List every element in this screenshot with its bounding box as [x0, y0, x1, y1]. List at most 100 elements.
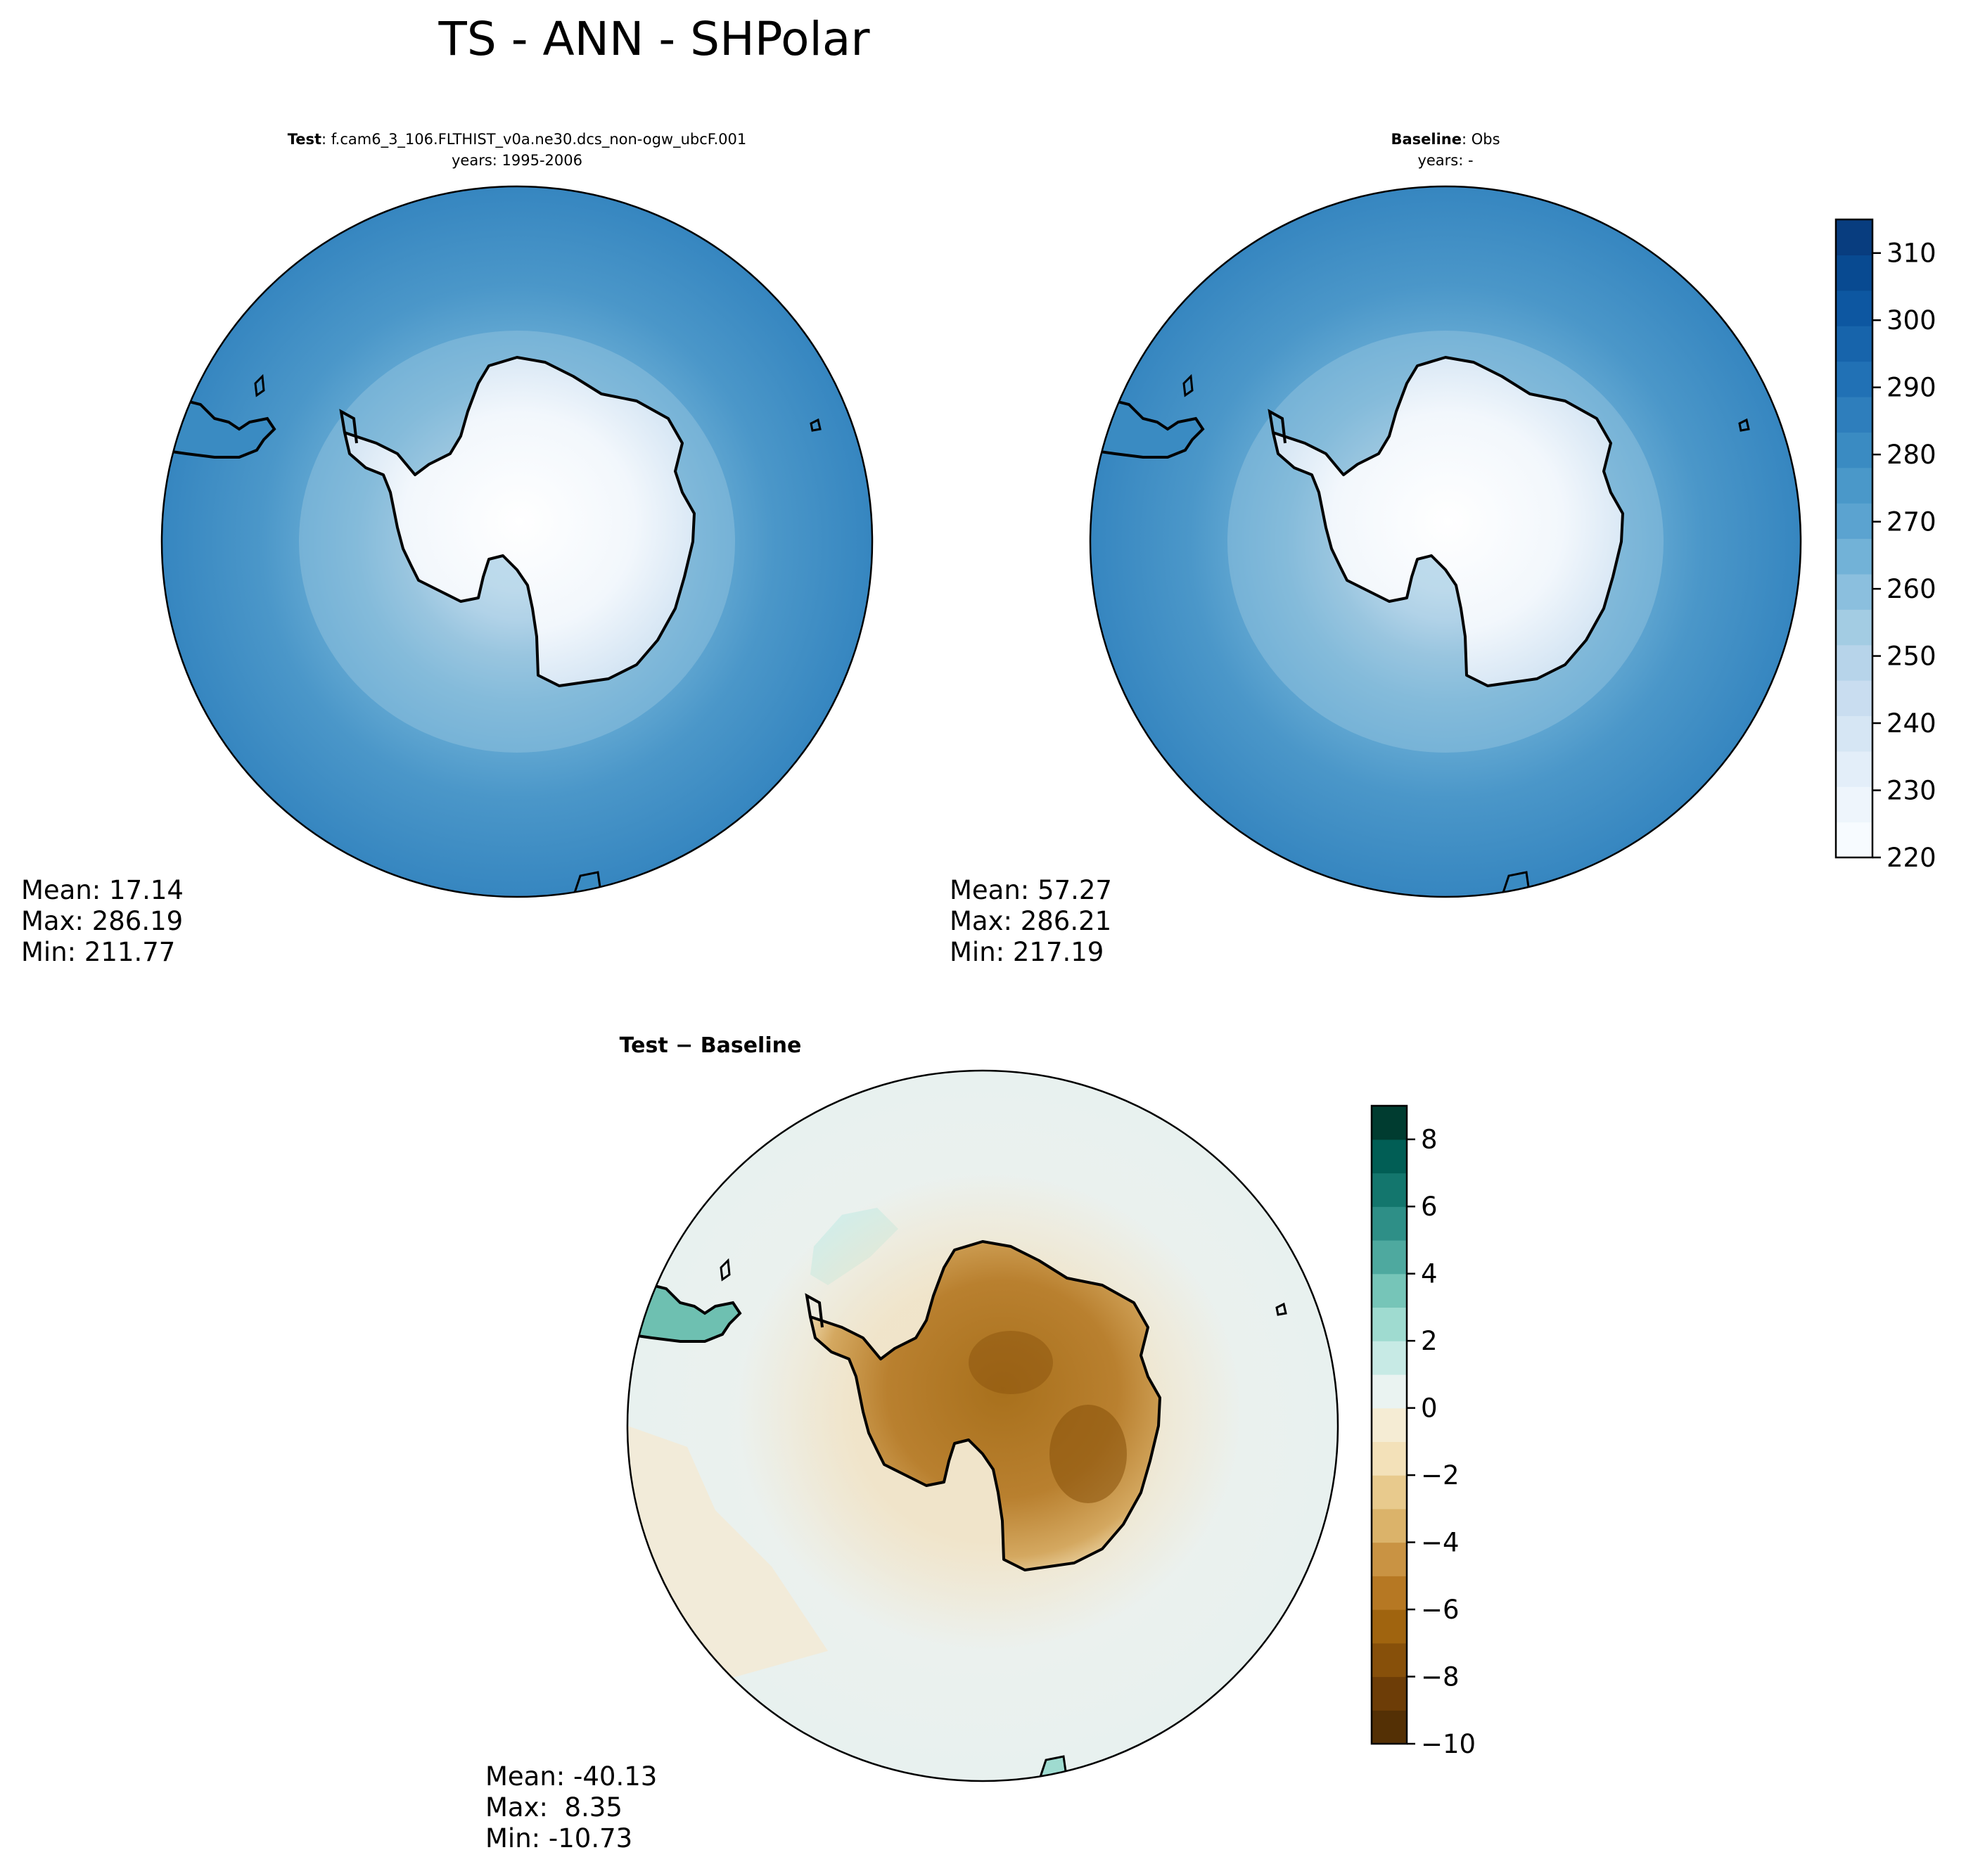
map-boundary — [160, 185, 874, 898]
colorbar-diff-band — [1372, 1642, 1407, 1678]
colorbar-main: 220 230 240 250 260 270 280 290 300 310 — [1834, 218, 1936, 873]
panel-test-mean: Mean: 17.14 — [21, 875, 184, 905]
colorbar-main-band — [1836, 219, 1872, 255]
panel-test-subtitle: years: 1995-2006 — [452, 152, 582, 169]
colorbar-main-band — [1836, 751, 1872, 787]
panel-diff-mean: Mean: -40.13 — [485, 1761, 657, 1792]
strong-cold-anomaly — [1049, 1405, 1127, 1503]
colorbar-diff-band — [1372, 1341, 1407, 1375]
map-boundary — [1089, 185, 1802, 898]
colorbar-main-tick-label: 230 — [1887, 776, 1936, 806]
island-east — [810, 418, 822, 432]
colorbar-diff-tick-label: −8 — [1421, 1662, 1460, 1692]
colorbar-diff-tick-label: −6 — [1421, 1595, 1460, 1625]
colorbar-diff-band — [1372, 1508, 1407, 1543]
figure-title: TS - ANN - SHPolar — [438, 12, 871, 66]
map-boundary — [626, 1069, 1339, 1782]
panel-baseline-subtitle: years: - — [1417, 152, 1473, 169]
colorbar-diff-band — [1372, 1408, 1407, 1442]
colorbar-diff-band — [1372, 1139, 1407, 1174]
colorbar-main-band — [1836, 255, 1872, 291]
polar-map-diff — [626, 1069, 1339, 1782]
colorbar-main-band — [1836, 644, 1872, 681]
colorbar-main-band — [1836, 396, 1872, 433]
colorbar-diff-tick-label: 8 — [1421, 1125, 1438, 1155]
colorbar-diff-band — [1372, 1609, 1407, 1644]
colorbar-diff: −10 −8 −6 −4 −2 0 2 4 6 8 — [1370, 1104, 1476, 1759]
colorbar-main-band — [1836, 822, 1872, 858]
colorbar-diff-frame — [1370, 1104, 1408, 1745]
colorbar-main-band — [1836, 503, 1872, 540]
panel-baseline-min: Min: 217.19 — [950, 937, 1104, 967]
colorbar-main-band — [1836, 290, 1872, 326]
island-sw — [254, 374, 265, 397]
colorbar-diff-tick-label: 6 — [1421, 1192, 1438, 1222]
colorbar-main-tick-label: 280 — [1887, 440, 1936, 470]
panel-baseline-title: Baseline: Obs — [1391, 131, 1500, 148]
colorbar-diff-band — [1372, 1374, 1407, 1409]
colorbar-main-band — [1836, 680, 1872, 717]
strong-cold-anomaly — [969, 1331, 1053, 1394]
colorbar-main-frame — [1834, 218, 1874, 859]
panel-test: Test: f.cam6_3_106.FLTHIST_v0a.ne30.dcs_… — [21, 131, 874, 967]
peninsula-outline — [805, 1293, 824, 1328]
panel-test-title: Test: f.cam6_3_106.FLTHIST_v0a.ne30.dcs_… — [288, 131, 747, 148]
colorbar-main-band — [1836, 467, 1872, 504]
colorbar-diff-band — [1372, 1441, 1407, 1476]
colorbar-diff-tick-label: −2 — [1421, 1460, 1460, 1491]
island-east — [1275, 1302, 1287, 1316]
colorbar-main-band — [1836, 573, 1872, 610]
polar-map-baseline — [1089, 185, 1802, 898]
antarctica-outline — [1272, 356, 1624, 687]
panel-test-min: Min: 211.77 — [21, 937, 175, 967]
panel-diff-max: Max: 8.35 — [485, 1792, 623, 1823]
colorbar-diff-band — [1372, 1475, 1407, 1510]
colorbar-diff-band — [1372, 1273, 1407, 1308]
south-america-tip — [1090, 399, 1205, 459]
colorbar-main-tick-label: 310 — [1887, 238, 1936, 269]
panel-test-max: Max: 286.19 — [21, 906, 183, 936]
colorbar-main-tick-label: 240 — [1887, 708, 1936, 739]
colorbar-main-band — [1836, 538, 1872, 575]
colorbar-diff-tick-label: −4 — [1421, 1528, 1460, 1558]
island-sw — [720, 1258, 731, 1282]
panel-baseline-max: Max: 286.21 — [950, 906, 1111, 936]
colorbar-main-band — [1836, 786, 1872, 823]
south-america-tip — [627, 1283, 742, 1343]
colorbar-diff-band — [1372, 1576, 1407, 1610]
colorbar-diff-band — [1372, 1173, 1407, 1207]
panel-diff-title: Test − Baseline — [620, 1033, 802, 1058]
colorbar-main-band — [1836, 609, 1872, 646]
colorbar-main-tick-label: 290 — [1887, 373, 1936, 403]
colorbar-diff-band — [1372, 1106, 1407, 1140]
panel-baseline-mean: Mean: 57.27 — [950, 875, 1112, 905]
antarctica-outline — [343, 356, 696, 687]
colorbar-diff-band — [1372, 1542, 1407, 1576]
colorbar-main-tick-label: 260 — [1887, 574, 1936, 604]
panel-baseline: Baseline: Obs years: - Mean: 57.27 Max: … — [950, 131, 1802, 967]
colorbar-main-band — [1836, 432, 1872, 468]
colorbar-diff-band — [1372, 1206, 1407, 1241]
colorbar-diff-band — [1372, 1307, 1407, 1341]
colorbar-main-tick-label: 220 — [1887, 843, 1936, 873]
colorbar-main-band — [1836, 715, 1872, 752]
colorbar-diff-band — [1372, 1710, 1407, 1744]
panel-diff-min: Min: -10.73 — [485, 1823, 632, 1853]
colorbar-diff-band — [1372, 1676, 1407, 1711]
peninsula-outline — [339, 409, 358, 444]
island-sw — [1182, 374, 1194, 397]
colorbar-main-tick-label: 300 — [1887, 305, 1936, 336]
panel-diff: Test − Baseline Mean: -40.13 Max: 8.35 M… — [485, 1033, 1339, 1853]
colorbar-diff-tick-label: −10 — [1421, 1729, 1476, 1759]
south-america-tip — [162, 399, 276, 459]
island-east — [1738, 418, 1750, 432]
colorbar-diff-tick-label: 0 — [1421, 1393, 1438, 1424]
colorbar-diff-tick-label: 4 — [1421, 1259, 1438, 1289]
colorbar-main-band — [1836, 326, 1872, 362]
colorbar-main-tick-label: 250 — [1887, 642, 1936, 672]
peninsula-outline — [1268, 409, 1287, 444]
colorbar-diff-tick-label: 2 — [1421, 1326, 1438, 1356]
colorbar-main-band — [1836, 361, 1872, 397]
polar-map-test — [160, 185, 874, 898]
